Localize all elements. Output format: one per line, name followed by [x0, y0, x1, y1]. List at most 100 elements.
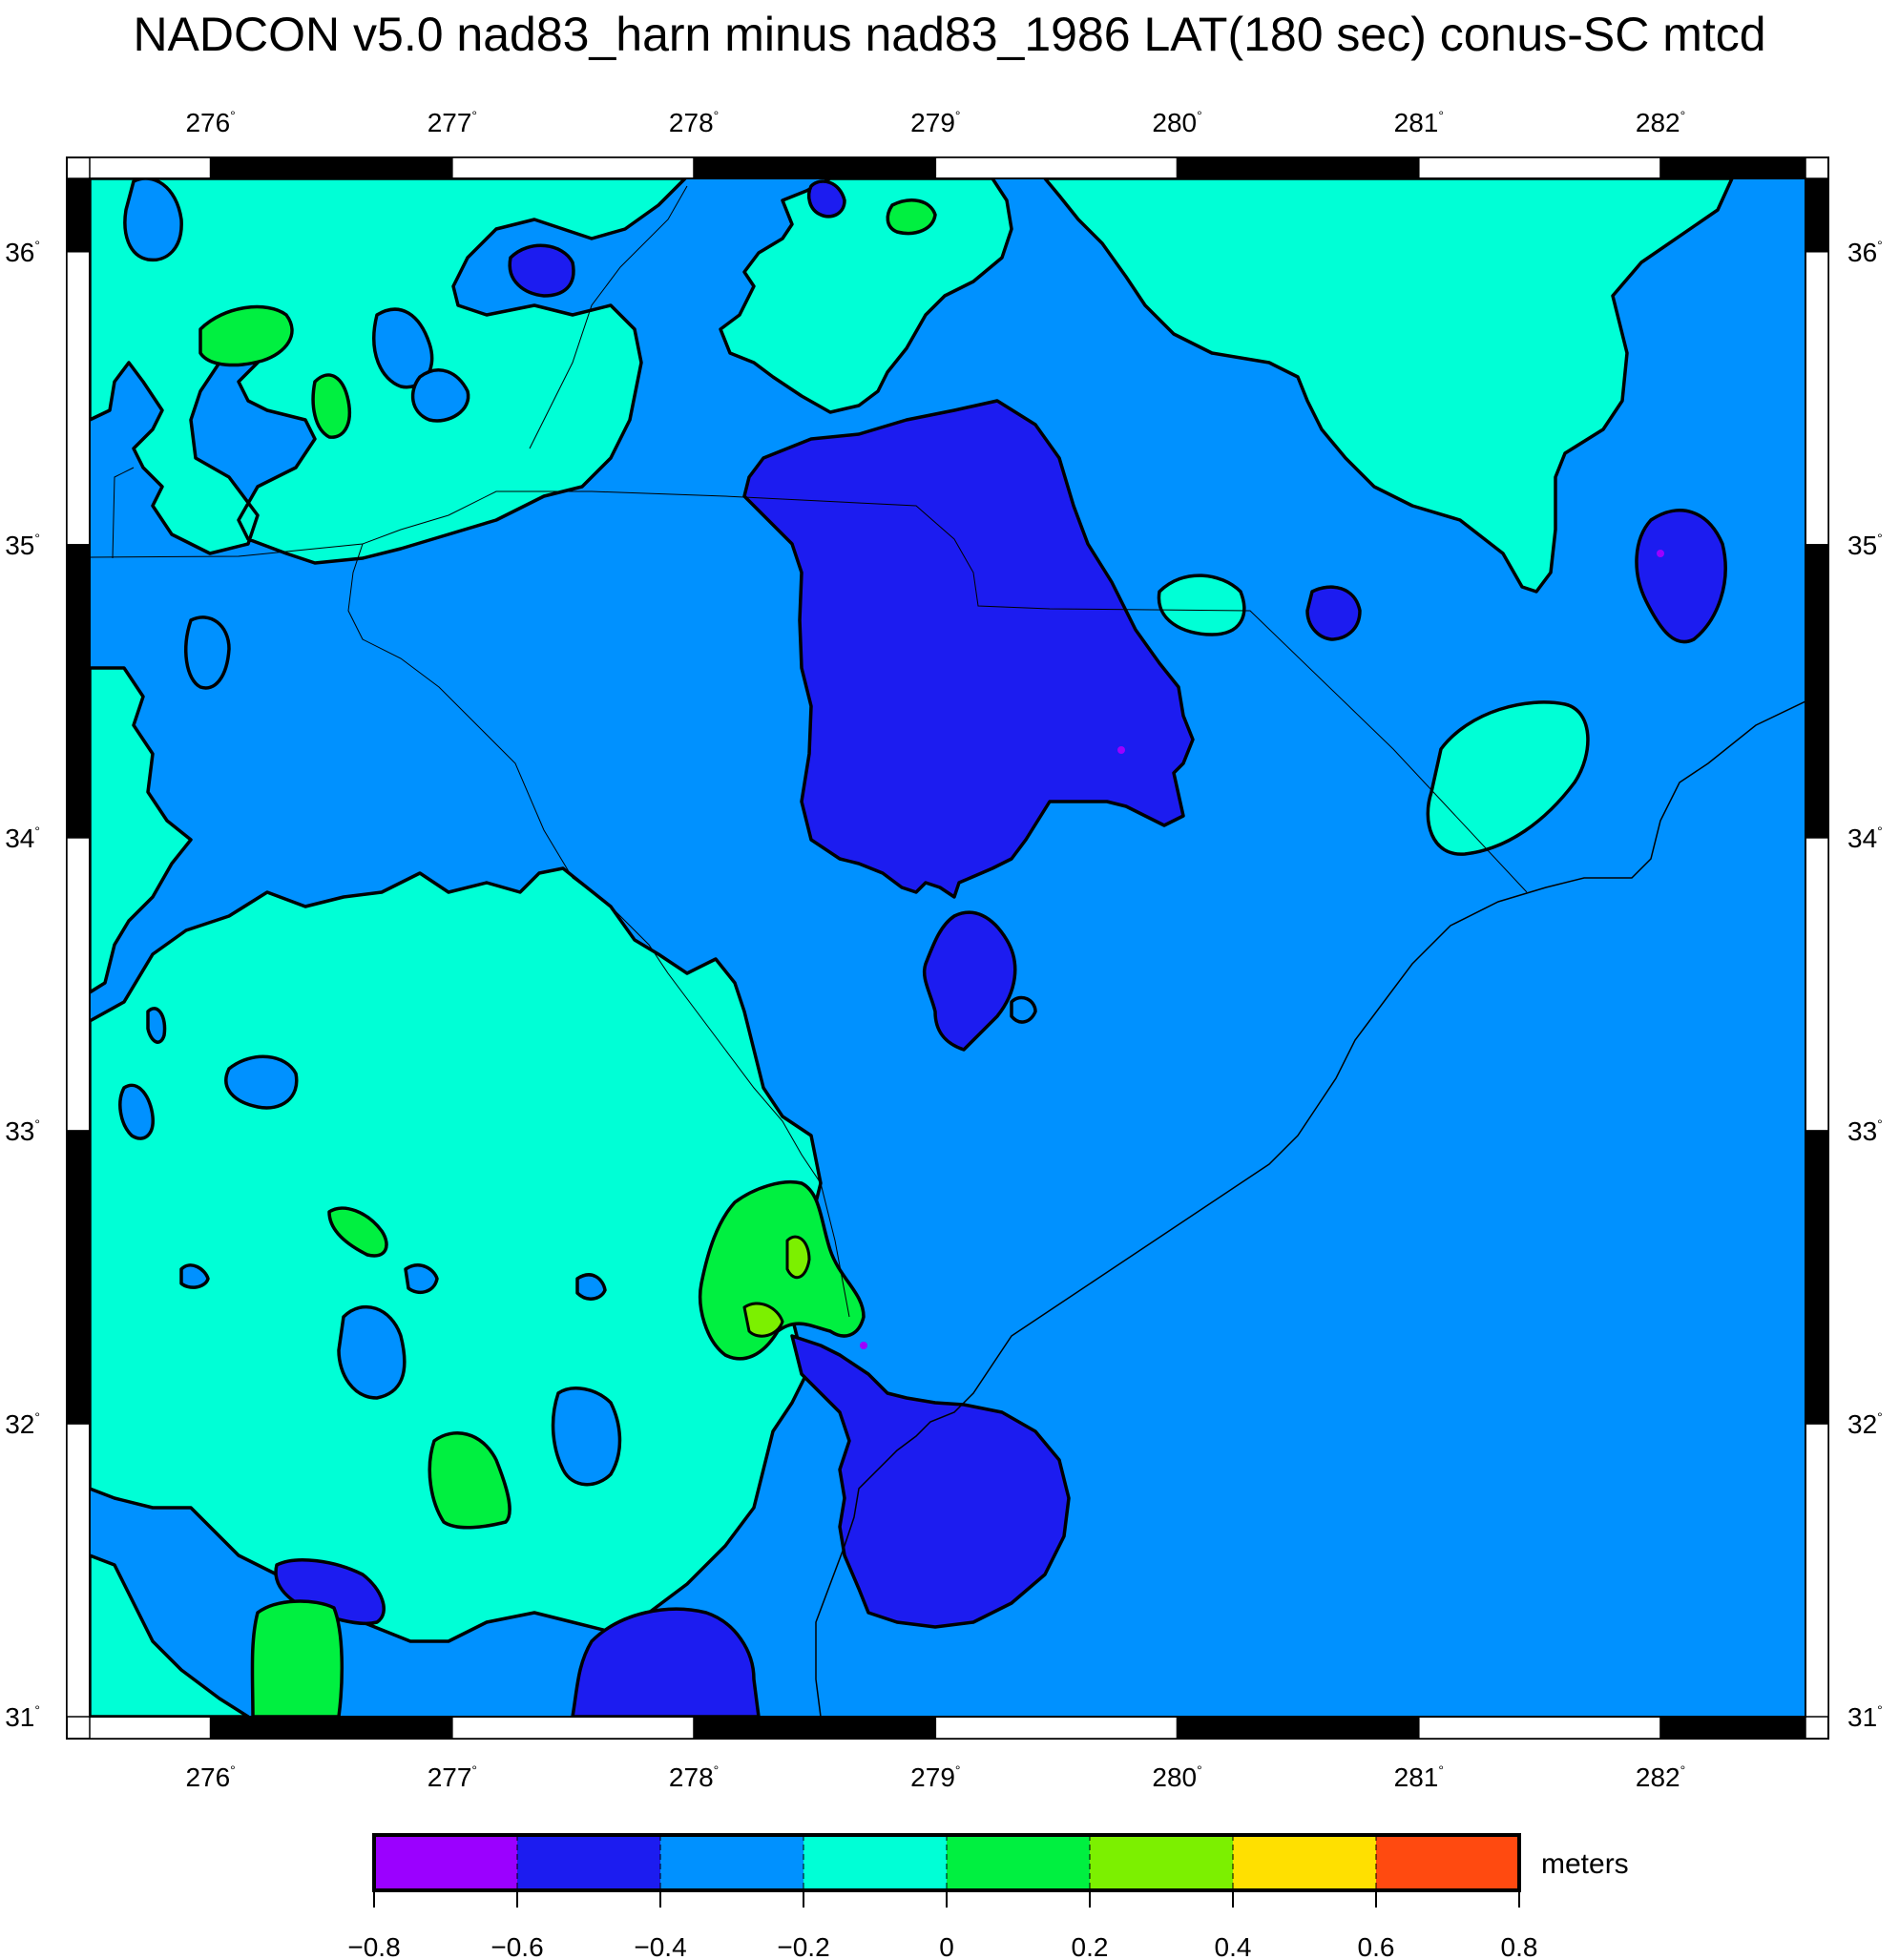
y-tick-label-left: 31° — [5, 1702, 40, 1732]
spot-magenta-2 — [1657, 550, 1664, 557]
frame-ticks — [66, 156, 1829, 1740]
region-lake-sw-2 — [337, 1305, 407, 1400]
y-tick-label-left: 34° — [5, 824, 40, 853]
frame-segment-bottom — [693, 1716, 937, 1740]
x-axis-labels-bottom: 276° 277° 278° 279° 280° 281° 282° — [185, 1762, 1685, 1792]
frame-segment-right — [1805, 544, 1829, 839]
frame-segment-left — [66, 837, 91, 1132]
frame-segment-right — [1805, 837, 1829, 1132]
region-cyan-small-e — [1157, 573, 1246, 636]
x-tick-label-top: 281° — [1394, 108, 1444, 137]
region-lake-se-1 — [1010, 995, 1037, 1024]
region-cyan-far-sw — [90, 1553, 250, 1717]
frame-segment-top — [1176, 156, 1420, 179]
y-tick-label-right: 33° — [1847, 1116, 1883, 1146]
frame-segment-top — [209, 156, 453, 179]
region-cyan-north-central — [719, 178, 1013, 414]
frame-segment-bottom — [1418, 1716, 1661, 1740]
region-green-nw-2 — [311, 373, 351, 439]
x-tick-label-top: 279° — [910, 108, 960, 137]
frame-segment-left — [66, 251, 91, 546]
y-tick-label-right: 32° — [1847, 1409, 1883, 1439]
chart-title: NADCON v5.0 nad83_harn minus nad83_1986 … — [133, 8, 1766, 61]
region-blue-south-coast — [790, 1334, 1071, 1629]
region-blue-south-lobe — [923, 910, 1017, 1052]
region-lake-s-3 — [551, 1387, 622, 1487]
region-lake-s-4 — [179, 1263, 210, 1289]
x-tick-label-top: 277° — [428, 108, 477, 137]
contour-map — [90, 178, 1805, 1717]
colorbar-tick-label: 0 — [939, 1932, 954, 1960]
region-lake-nw-3 — [410, 368, 470, 423]
colorbar-swatch — [947, 1835, 1090, 1890]
region-green-north-small — [886, 198, 937, 236]
colorbar-tick-label: −0.8 — [347, 1932, 400, 1960]
frame-segment-left — [66, 1423, 91, 1718]
region-lake-s-2 — [575, 1273, 607, 1301]
frame-segment-bottom — [1176, 1716, 1420, 1740]
region-lake-sw-3 — [118, 1083, 155, 1140]
frame-segment-bottom — [1659, 1716, 1806, 1740]
frame-segment-bottom — [89, 1716, 212, 1740]
frame-segment-top — [934, 156, 1179, 179]
region-lake-sw-1 — [224, 1054, 299, 1110]
colorbar-tick-label: 0.6 — [1358, 1932, 1395, 1960]
y-tick-label-left: 33° — [5, 1116, 40, 1146]
colorbar-tick-label: 0.8 — [1501, 1932, 1538, 1960]
x-tick-label-bottom: 277° — [428, 1762, 477, 1792]
region-green-coastal — [699, 1180, 866, 1361]
region-green-sw-bottom — [250, 1599, 344, 1717]
region-blue-east-small — [1305, 585, 1362, 641]
frame-segment-top — [693, 156, 937, 179]
region-lake-nw-1 — [123, 178, 183, 262]
region-blue-north-small — [807, 179, 846, 219]
frame-segment-top — [1659, 156, 1806, 179]
x-tick-label-top: 276° — [185, 108, 235, 137]
region-blue-sw-spot — [274, 1558, 386, 1626]
colorbar-tick-label: −0.2 — [777, 1932, 829, 1960]
region-blue-south-bottom — [571, 1607, 761, 1717]
frame-segment-bottom — [209, 1716, 453, 1740]
x-tick-label-top: 278° — [669, 108, 719, 137]
coastline — [815, 700, 1805, 1717]
region-blue-nw-spot — [508, 243, 575, 298]
frame-segment-bottom — [934, 1716, 1179, 1740]
y-axis-labels-right: 31° 32° 33° 34° 35° 36° — [1847, 238, 1883, 1732]
region-cyan-northeast — [1043, 178, 1734, 594]
frame-segment-left — [66, 544, 91, 839]
region-cyan-west-strip — [90, 666, 193, 994]
x-tick-label-bottom: 280° — [1152, 1762, 1201, 1792]
spot-magenta-3 — [860, 1342, 867, 1349]
region-blue-east-spot — [1635, 509, 1727, 644]
colorbar-units: meters — [1541, 1848, 1629, 1880]
frame-segment-right — [1805, 1130, 1829, 1425]
colorbar-swatch — [1376, 1835, 1519, 1890]
region-lake-sw-4 — [146, 1007, 167, 1044]
frame-segment-right — [1805, 251, 1829, 546]
frame-segment-left — [66, 1130, 91, 1425]
x-tick-label-bottom: 281° — [1394, 1762, 1444, 1792]
region-yellowgreen-coastal — [742, 1302, 784, 1338]
region-green-sw — [428, 1431, 511, 1530]
spot-magenta-1 — [1117, 746, 1125, 754]
x-tick-label-bottom: 279° — [910, 1762, 960, 1792]
colorbar-swatch — [374, 1835, 517, 1890]
y-tick-label-right: 31° — [1847, 1702, 1883, 1732]
y-tick-label-right: 35° — [1847, 531, 1883, 560]
colorbar-tick-label: 0.4 — [1215, 1932, 1252, 1960]
y-tick-label-right: 34° — [1847, 824, 1883, 853]
frame-segment-top — [451, 156, 695, 179]
y-tick-label-left: 32° — [5, 1409, 40, 1439]
map-border — [89, 177, 1806, 1718]
colorbar-swatch — [1090, 1835, 1233, 1890]
colorbar-swatch — [517, 1835, 660, 1890]
colorbar-tick-label: 0.2 — [1072, 1932, 1109, 1960]
x-tick-label-bottom: 278° — [669, 1762, 719, 1792]
region-lake-s-1 — [404, 1263, 439, 1295]
colorbar-swatch — [660, 1835, 803, 1890]
frame-segment-top — [1418, 156, 1661, 179]
region-green-sw-small — [327, 1206, 388, 1258]
state-borders — [90, 185, 1528, 1318]
y-axis-labels-left: 31° 32° 33° 34° 35° 36° — [5, 238, 40, 1732]
